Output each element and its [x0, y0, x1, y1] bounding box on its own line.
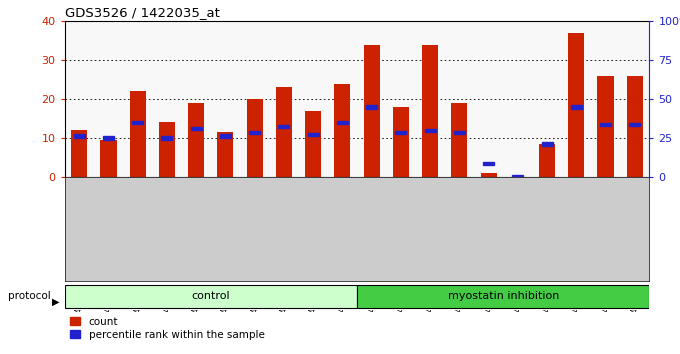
Bar: [220, 135, 231, 138]
Text: GDS3526 / 1422035_at: GDS3526 / 1422035_at: [65, 6, 220, 19]
Bar: [249, 131, 260, 134]
Bar: [130, 91, 146, 177]
Bar: [159, 122, 175, 177]
Bar: [454, 131, 465, 134]
Bar: [629, 123, 641, 126]
Bar: [307, 132, 319, 136]
Bar: [627, 76, 643, 177]
Bar: [395, 131, 407, 134]
Bar: [366, 105, 377, 109]
Bar: [188, 103, 204, 177]
Legend: count, percentile rank within the sample: count, percentile rank within the sample: [70, 317, 265, 340]
Text: control: control: [192, 291, 230, 302]
Bar: [101, 140, 116, 177]
Bar: [71, 130, 87, 177]
Bar: [161, 136, 173, 140]
Text: ▶: ▶: [52, 297, 60, 307]
Bar: [598, 76, 613, 177]
Bar: [571, 105, 582, 109]
Bar: [393, 107, 409, 177]
Bar: [305, 111, 321, 177]
Bar: [103, 136, 114, 140]
Bar: [600, 123, 611, 126]
Bar: [218, 132, 233, 177]
Bar: [278, 125, 290, 128]
Bar: [132, 121, 143, 124]
Bar: [541, 142, 553, 145]
Bar: [512, 175, 524, 179]
Bar: [483, 162, 494, 165]
Bar: [452, 103, 467, 177]
Bar: [247, 99, 262, 177]
Bar: [65, 285, 357, 308]
Bar: [424, 129, 436, 132]
Bar: [190, 127, 202, 130]
Bar: [568, 33, 584, 177]
Bar: [364, 45, 379, 177]
Bar: [276, 87, 292, 177]
Bar: [73, 135, 85, 138]
Bar: [539, 144, 555, 177]
Bar: [335, 84, 350, 177]
Bar: [422, 45, 438, 177]
Bar: [357, 285, 649, 308]
Bar: [481, 173, 496, 177]
Bar: [337, 121, 348, 124]
Text: myostatin inhibition: myostatin inhibition: [447, 291, 559, 302]
Text: protocol: protocol: [8, 291, 51, 301]
